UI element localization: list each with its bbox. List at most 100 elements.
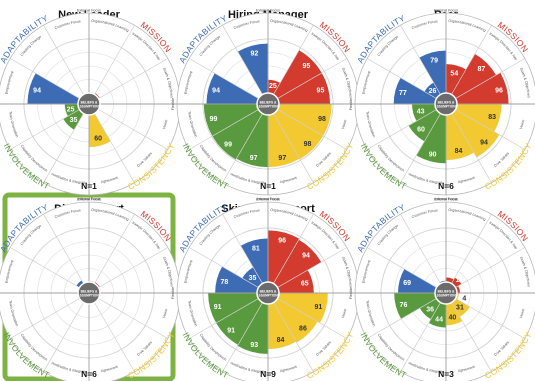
data-label: 91 bbox=[214, 304, 222, 311]
spoke bbox=[222, 214, 263, 284]
data-label: 54 bbox=[450, 70, 458, 77]
center-text: BELIEFS & bbox=[260, 101, 277, 105]
segment-label: Vision bbox=[162, 308, 168, 318]
spoke bbox=[98, 298, 168, 339]
data-label: 94 bbox=[212, 88, 220, 95]
spoke bbox=[367, 298, 437, 339]
spoke bbox=[451, 302, 492, 372]
data-label: 77 bbox=[399, 90, 407, 97]
segment-label: Vision bbox=[341, 308, 347, 318]
segment-label: Team Orientation bbox=[365, 111, 376, 138]
segment-label: Customer Focus bbox=[233, 19, 260, 30]
center-text: ASSUMPTIONS bbox=[256, 294, 279, 298]
segment-label: Vision bbox=[341, 119, 347, 129]
spoke bbox=[10, 298, 80, 339]
spoke bbox=[10, 247, 80, 288]
segment-label: Vision bbox=[519, 119, 525, 129]
data-label: 91 bbox=[227, 327, 235, 334]
center-text: BELIEFS & bbox=[81, 290, 98, 294]
data-label: 83 bbox=[488, 114, 496, 121]
data-label: 84 bbox=[277, 337, 285, 344]
data-label: 93 bbox=[250, 342, 258, 349]
segment-label: Team Orientation bbox=[365, 300, 376, 327]
compass-left: Flexible bbox=[171, 98, 175, 110]
segment-label: Goals & Objectives bbox=[519, 256, 531, 287]
segment-label: Empowerment bbox=[362, 71, 372, 95]
compass-left: Flexible bbox=[349, 287, 353, 299]
spoke bbox=[400, 214, 441, 284]
segment-label: Agreement bbox=[280, 365, 298, 373]
data-label: 36 bbox=[426, 306, 434, 313]
data-label: 3 bbox=[100, 277, 104, 284]
spoke bbox=[277, 298, 347, 339]
segment-label: Team Orientation bbox=[187, 300, 198, 327]
segment-label: Customer Focus bbox=[233, 208, 260, 219]
radial-chart-new-leader: New LeaderOrganizational LearningStrateg… bbox=[0, 0, 186, 201]
spoke bbox=[455, 109, 525, 150]
data-label: 81 bbox=[252, 245, 260, 252]
center-text: ASSUMPTIONS bbox=[77, 105, 100, 109]
data-label: 95 bbox=[317, 87, 325, 94]
data-label: 40 bbox=[448, 314, 456, 321]
data-label: 96 bbox=[495, 87, 503, 94]
center-text: ASSUMPTIONS bbox=[434, 294, 457, 298]
data-label: 1 bbox=[82, 120, 86, 127]
segment-label: Agreement bbox=[101, 176, 119, 184]
center-text: BELIEFS & bbox=[81, 101, 98, 105]
sample-size-label: N=1 bbox=[81, 181, 97, 191]
compass-bottom: Internal Focus bbox=[78, 197, 101, 201]
data-label: 99 bbox=[210, 116, 218, 123]
data-label: 76 bbox=[400, 302, 408, 309]
spoke bbox=[367, 109, 437, 150]
segment-label: Team Orientation bbox=[8, 111, 19, 138]
spoke bbox=[277, 58, 347, 99]
segment-label: Empowerment bbox=[5, 260, 15, 284]
spoke bbox=[43, 113, 84, 183]
spoke bbox=[277, 247, 347, 288]
data-label: 87 bbox=[477, 66, 485, 73]
center-hub bbox=[434, 92, 458, 116]
data-label: 97 bbox=[278, 155, 286, 162]
segment-label: Goals & Objectives bbox=[341, 67, 353, 98]
data-label: 3 bbox=[439, 272, 443, 279]
segment-label: Goals & Objectives bbox=[341, 256, 353, 287]
segment-label: Goals & Objectives bbox=[162, 256, 174, 287]
compass-top: External Focus bbox=[77, 9, 101, 13]
data-label: 98 bbox=[304, 141, 312, 148]
data-label: 97 bbox=[250, 155, 258, 162]
spoke bbox=[10, 58, 80, 99]
spoke bbox=[455, 247, 525, 288]
data-label: 43 bbox=[417, 108, 425, 115]
data-label: 2 bbox=[92, 272, 96, 279]
spoke bbox=[98, 58, 168, 99]
data-label: 84 bbox=[455, 148, 463, 155]
data-label: 60 bbox=[417, 127, 425, 134]
center-text: ASSUMPTIONS bbox=[434, 105, 457, 109]
spoke bbox=[273, 214, 314, 284]
spoke bbox=[189, 58, 259, 99]
segment-label: Agreement bbox=[458, 365, 476, 373]
segment-label: Empowerment bbox=[184, 71, 194, 95]
segment-label: Customer Focus bbox=[411, 19, 438, 30]
data-label: 25 bbox=[67, 106, 75, 113]
compass-top: External Focus bbox=[256, 198, 280, 202]
segment-label: Vision bbox=[519, 308, 525, 318]
data-label: 31 bbox=[456, 304, 464, 311]
compass-top: External Focus bbox=[256, 9, 280, 13]
spoke bbox=[277, 109, 347, 150]
segment-label: Customer Focus bbox=[411, 208, 438, 219]
data-label: 1 bbox=[105, 286, 109, 293]
data-label: 99 bbox=[224, 141, 232, 148]
data-label: 96 bbox=[278, 238, 286, 245]
spoke bbox=[43, 302, 84, 372]
spoke bbox=[222, 302, 263, 372]
spoke bbox=[10, 109, 80, 150]
center-hub bbox=[256, 92, 280, 116]
compass-left: Flexible bbox=[349, 98, 353, 110]
data-label: 94 bbox=[302, 252, 310, 259]
spoke bbox=[94, 25, 135, 95]
sample-size-label: N=1 bbox=[260, 181, 276, 191]
center-text: BELIEFS & bbox=[260, 290, 277, 294]
data-label: 91 bbox=[314, 304, 322, 311]
